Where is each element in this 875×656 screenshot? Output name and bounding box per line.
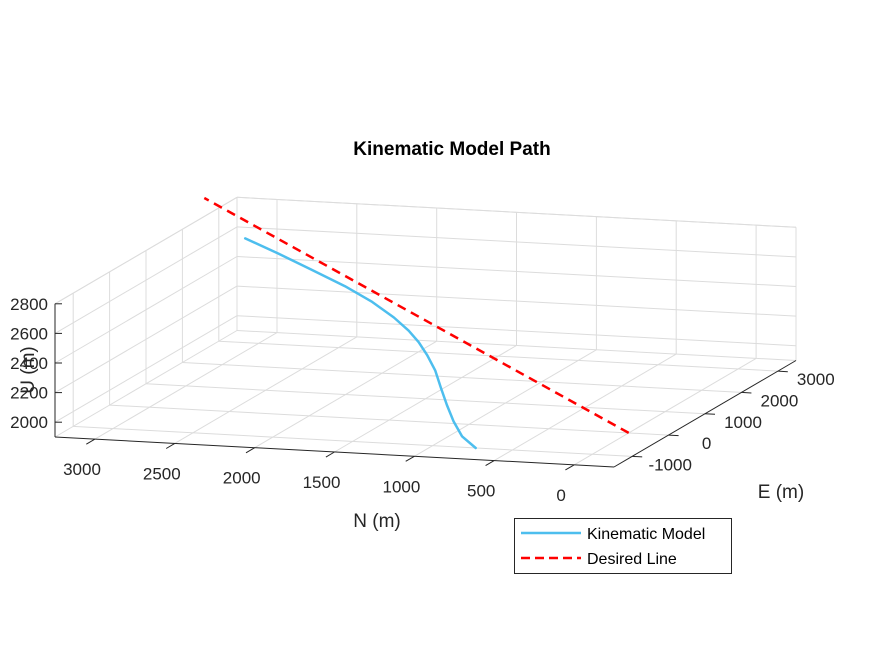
chart-title: Kinematic Model Path [353,139,550,160]
x-tick-mark [165,442,176,449]
series-layer [203,196,630,450]
z-tick-label: 2000 [10,413,48,432]
x-tick-label: 3000 [63,460,101,479]
grid-layer [54,196,797,466]
y-tick-label: 0 [702,434,711,453]
box-edge [236,330,797,361]
gridline-floor-e [218,340,778,372]
x-tick-mark [565,464,575,471]
gridline-floor-e [73,425,633,457]
y-tick-label: 2000 [760,391,798,410]
gridline-side-wall-u [236,315,797,347]
x-tick-label: 0 [556,486,565,505]
y-axis-line [613,360,797,468]
box-edge [54,330,238,438]
gridline-back-wall-u [54,315,238,423]
x-tick-label: 1000 [382,477,420,496]
y-tick-label: -1000 [648,455,691,474]
tick-label-layer: 0 500 1000 1500 2000 2500 3000 -1000 0 1000 2000 30… [10,295,835,505]
y-tick-mark [777,370,788,373]
legend-label-kinematic-model: Kinematic Model [587,526,705,543]
gridline-back-wall-u [54,256,238,364]
legend-label-desired-line: Desired Line [587,551,677,568]
axis-layer [54,303,797,468]
y-tick-mark [632,455,643,458]
y-tick-mark [741,391,752,394]
x-tick-mark [405,455,415,462]
x-tick-label: 2000 [223,469,261,488]
x-tick-label: 1500 [303,473,341,492]
legend: Kinematic Model Desired Line [514,518,732,574]
x-tick-mark [245,447,255,454]
series-line-desired-line [203,196,630,434]
gridline-back-wall-u [54,226,238,334]
z-tick-label: 2200 [10,384,48,403]
y-tick-label: 1000 [724,413,762,432]
y-axis-label: E (m) [758,482,804,503]
gridline-side-wall-u [236,285,797,317]
gridline-floor-e [109,404,669,436]
gridline-side-wall-u [236,256,797,287]
x-tick-label: 2500 [143,464,181,483]
box-edge [54,196,238,305]
x-tick-label: 500 [467,482,495,501]
z-tick-label: 2600 [10,324,48,343]
gridline-back-wall-u [54,285,238,394]
legend-box [514,518,732,574]
x-axis-label: N (m) [353,511,400,532]
box-edge [236,196,797,228]
z-axis-label: U (m) [18,346,39,393]
x-tick-mark [485,460,495,467]
y-tick-label: 3000 [797,370,835,389]
gridline-floor-e [145,383,706,415]
series-line-kinematic-model [243,237,477,450]
x-tick-mark [86,438,96,445]
y-tick-mark [704,413,716,415]
x-tick-mark [325,451,335,458]
gridline-floor-e [182,362,742,393]
gridline-side-wall-u [236,226,797,258]
z-tick-label: 2800 [10,295,48,314]
y-tick-mark [668,434,679,437]
z-tick-label: 2400 [10,354,48,373]
